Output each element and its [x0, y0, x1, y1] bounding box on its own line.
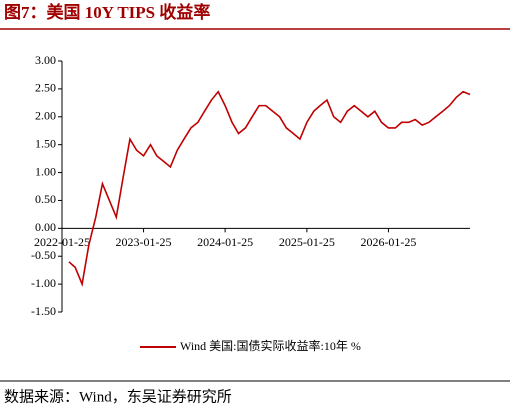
y-tick-label: 2.00	[35, 109, 56, 123]
y-tick-label: -1.50	[31, 304, 56, 318]
source: 数据来源：Wind，东吴证券研究所	[4, 388, 232, 405]
y-tick-label: 0.00	[35, 220, 56, 234]
x-tick-label: 2022-01-25	[34, 235, 90, 249]
y-tick-label: -0.50	[31, 248, 56, 262]
y-tick-label: 2.50	[35, 81, 56, 95]
legend-label: Wind 美国:国债实际收益率:10年 %	[180, 338, 361, 353]
x-tick-label: 2023-01-25	[116, 235, 172, 249]
y-tick-label: 3.00	[35, 53, 56, 67]
y-tick-label: -1.00	[31, 276, 56, 290]
y-tick-label: 0.50	[35, 192, 56, 206]
x-tick-label: 2024-01-25	[197, 235, 253, 249]
y-tick-label: 1.50	[35, 136, 56, 150]
series-line	[68, 90, 471, 287]
chart-title: 图7：美国 10Y TIPS 收益率	[4, 2, 210, 22]
x-tick-label: 2025-01-25	[279, 235, 335, 249]
y-tick-label: 1.00	[35, 164, 56, 178]
x-tick-label: 2026-01-25	[360, 235, 416, 249]
